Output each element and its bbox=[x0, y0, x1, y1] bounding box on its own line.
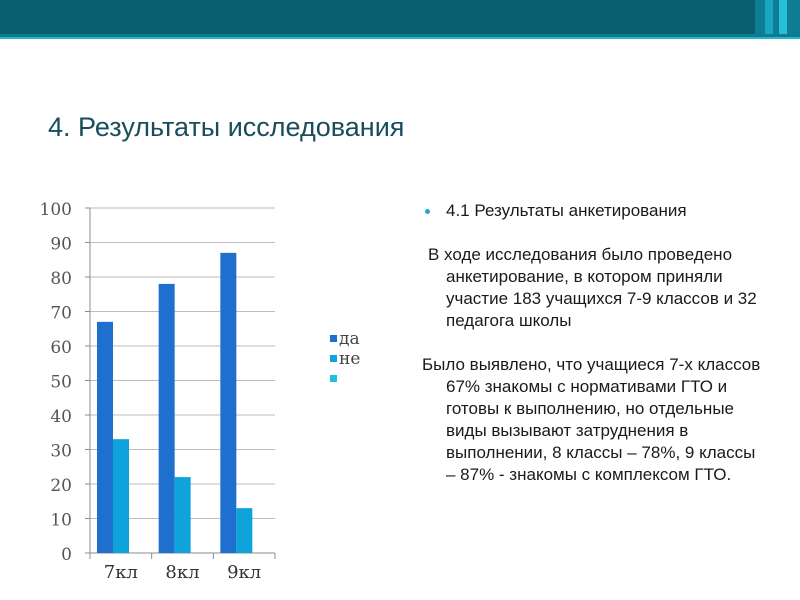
y-tick-label: 100 bbox=[40, 200, 72, 220]
y-tick-label: 60 bbox=[50, 338, 72, 358]
slide-title: 4. Результаты исследования bbox=[48, 112, 404, 143]
x-tick-label: 9кл bbox=[227, 562, 261, 583]
bar-да bbox=[97, 322, 113, 553]
y-tick-label: 10 bbox=[50, 511, 72, 531]
y-tick-label: 80 bbox=[50, 269, 72, 289]
y-tick-label: 70 bbox=[50, 304, 72, 324]
x-tick-label: 7кл bbox=[104, 562, 138, 583]
y-tick-label: 90 bbox=[50, 235, 72, 255]
legend-swatch bbox=[330, 375, 337, 382]
paragraph-survey: В ходе исследования было проведено анкет… bbox=[428, 244, 768, 332]
bar-не bbox=[175, 477, 191, 553]
bar-не bbox=[236, 508, 252, 553]
x-tick-label: 8кл bbox=[165, 562, 199, 583]
y-tick-label: 40 bbox=[50, 407, 72, 427]
paragraph-findings: Было выявлено, что учащиеся 7-х классов … bbox=[446, 354, 768, 486]
y-tick-label: 30 bbox=[50, 442, 72, 462]
text-column: 4.1 Результаты анкетирования В ходе иссл… bbox=[408, 200, 768, 486]
bullet-heading: 4.1 Результаты анкетирования bbox=[446, 201, 687, 220]
y-tick-label: 50 bbox=[50, 373, 72, 393]
bullet-heading-row: 4.1 Результаты анкетирования bbox=[408, 200, 768, 222]
legend-swatch bbox=[330, 335, 337, 342]
bar-да bbox=[220, 253, 236, 553]
y-tick-label: 20 bbox=[50, 476, 72, 496]
legend-swatch bbox=[330, 355, 337, 362]
bar-не bbox=[113, 439, 129, 553]
legend-label: не bbox=[339, 349, 360, 369]
bar-да bbox=[159, 284, 175, 553]
bullet-dot-icon bbox=[425, 209, 430, 214]
header-banner bbox=[0, 0, 800, 44]
legend-label: да bbox=[339, 329, 360, 349]
y-tick-label: 0 bbox=[61, 545, 72, 565]
